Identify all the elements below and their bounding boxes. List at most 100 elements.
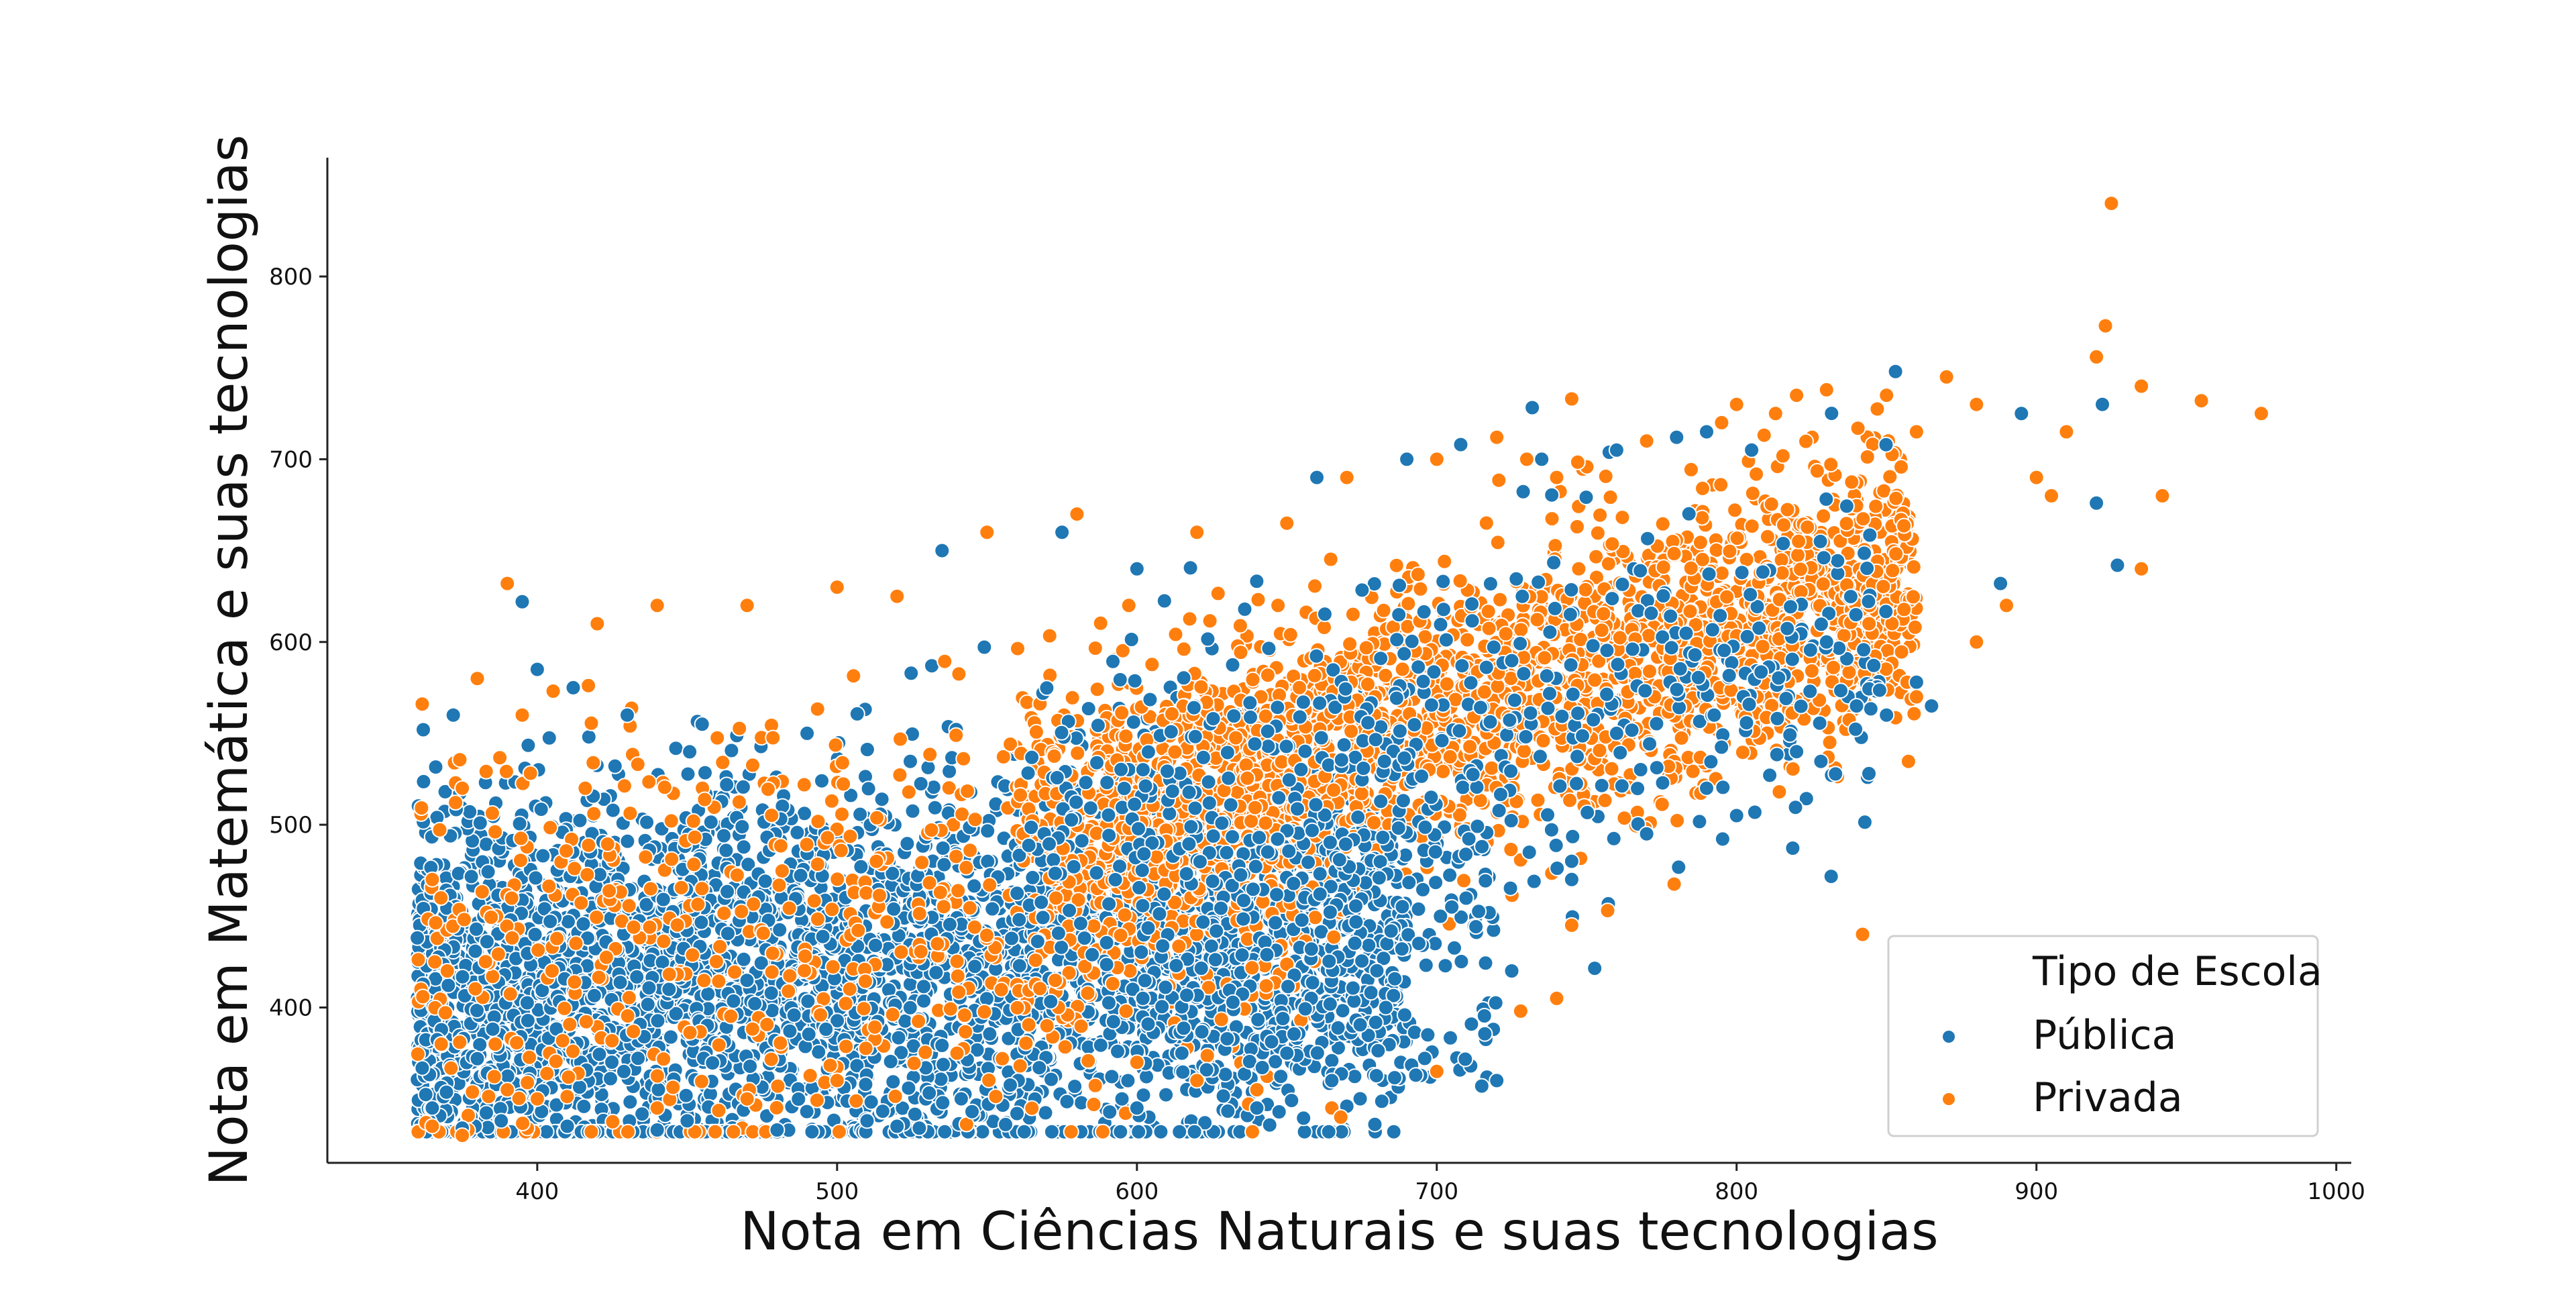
public-school-point — [852, 806, 869, 823]
private-school-point — [955, 750, 972, 767]
private-school-point — [619, 1008, 636, 1024]
private-school-point — [887, 1088, 904, 1104]
public-school-point — [979, 853, 996, 870]
public-school-point — [678, 1087, 694, 1104]
private-school-point — [759, 1016, 775, 1033]
public-school-point — [899, 835, 916, 852]
private-school-point — [559, 1088, 576, 1105]
private-school-point — [1503, 841, 1519, 858]
public-school-point — [1016, 1123, 1032, 1140]
public-school-point — [747, 995, 763, 1012]
public-school-point — [890, 1029, 907, 1046]
private-school-point — [1118, 1003, 1134, 1019]
public-school-point — [967, 958, 983, 975]
private-school-point — [824, 901, 841, 918]
private-school-point — [427, 915, 444, 931]
private-school-point — [1213, 1011, 1230, 1028]
public-school-point — [1283, 1092, 1300, 1109]
public-school-point — [742, 1058, 759, 1075]
private-school-point — [629, 756, 646, 773]
private-school-point — [484, 968, 501, 985]
private-school-point — [819, 829, 836, 846]
public-school-point — [857, 1076, 874, 1093]
private-school-point — [661, 966, 678, 983]
public-school-point — [976, 639, 993, 656]
private-school-point — [656, 779, 673, 796]
public-school-point — [527, 926, 543, 943]
private-school-point — [1869, 401, 1886, 417]
private-school-point — [1603, 760, 1620, 777]
public-school-point — [725, 992, 742, 1009]
public-school-point — [639, 996, 656, 1013]
public-school-point — [622, 1094, 639, 1111]
private-school-point — [845, 668, 862, 684]
public-school-point — [900, 1080, 917, 1096]
private-school-point — [655, 1051, 672, 1068]
private-school-point — [521, 1049, 538, 1066]
public-school-point — [718, 776, 735, 793]
private-school-point — [573, 894, 590, 911]
private-school-point — [772, 837, 789, 854]
public-school-point — [1135, 1087, 1152, 1104]
private-school-point — [696, 972, 712, 989]
private-school-point — [857, 973, 873, 990]
private-school-point — [451, 752, 468, 768]
private-school-point — [802, 1068, 818, 1084]
private-school-point — [580, 837, 597, 854]
public-school-point — [1220, 1102, 1236, 1119]
private-school-point — [781, 900, 798, 917]
public-school-point — [932, 1071, 949, 1088]
private-school-point — [586, 805, 602, 822]
private-school-point — [530, 941, 547, 958]
public-school-point — [1362, 984, 1379, 1001]
public-school-point — [414, 1060, 431, 1076]
public-school-point — [735, 839, 752, 856]
private-school-point — [714, 754, 731, 771]
public-school-point — [1261, 1117, 1278, 1133]
private-school-point — [1089, 681, 1106, 698]
public-school-point — [1002, 1077, 1018, 1094]
private-school-point — [616, 778, 633, 794]
private-school-point — [1322, 551, 1339, 568]
private-school-point — [871, 887, 888, 904]
private-school-point — [948, 727, 965, 743]
public-school-point — [719, 883, 736, 900]
public-school-point — [480, 864, 496, 880]
private-school-point — [806, 892, 822, 909]
public-school-point — [639, 814, 655, 831]
public-school-point — [1296, 1123, 1313, 1140]
private-school-point — [911, 905, 928, 922]
public-school-point — [1366, 1116, 1383, 1133]
private-school-point — [621, 897, 637, 914]
private-school-point — [1069, 745, 1086, 762]
private-school-point — [1326, 929, 1342, 945]
private-school-point — [1344, 606, 1361, 623]
private-school-point — [892, 767, 908, 783]
public-school-point — [916, 978, 932, 995]
private-school-point — [585, 754, 602, 771]
private-school-point — [410, 951, 427, 968]
private-school-point — [492, 750, 508, 766]
private-school-point — [693, 1073, 710, 1090]
private-school-point — [565, 1043, 581, 1060]
public-school-point — [580, 729, 597, 745]
private-school-point — [599, 836, 616, 852]
private-school-point — [456, 911, 472, 928]
private-school-point — [727, 964, 743, 980]
private-school-point — [542, 819, 559, 836]
private-school-point — [893, 943, 910, 960]
private-school-point — [709, 729, 726, 746]
private-school-point — [684, 947, 701, 964]
public-school-point — [859, 741, 875, 758]
private-school-point — [760, 781, 776, 798]
private-school-point — [620, 1123, 636, 1140]
public-school-point — [1043, 1123, 1060, 1140]
public-school-point — [417, 1086, 434, 1103]
private-school-point — [1175, 641, 1192, 658]
public-school-point — [576, 1098, 592, 1115]
private-school-point — [498, 763, 515, 780]
public-school-point — [941, 763, 958, 780]
public-school-point — [928, 964, 945, 981]
private-school-point — [1087, 1077, 1104, 1094]
